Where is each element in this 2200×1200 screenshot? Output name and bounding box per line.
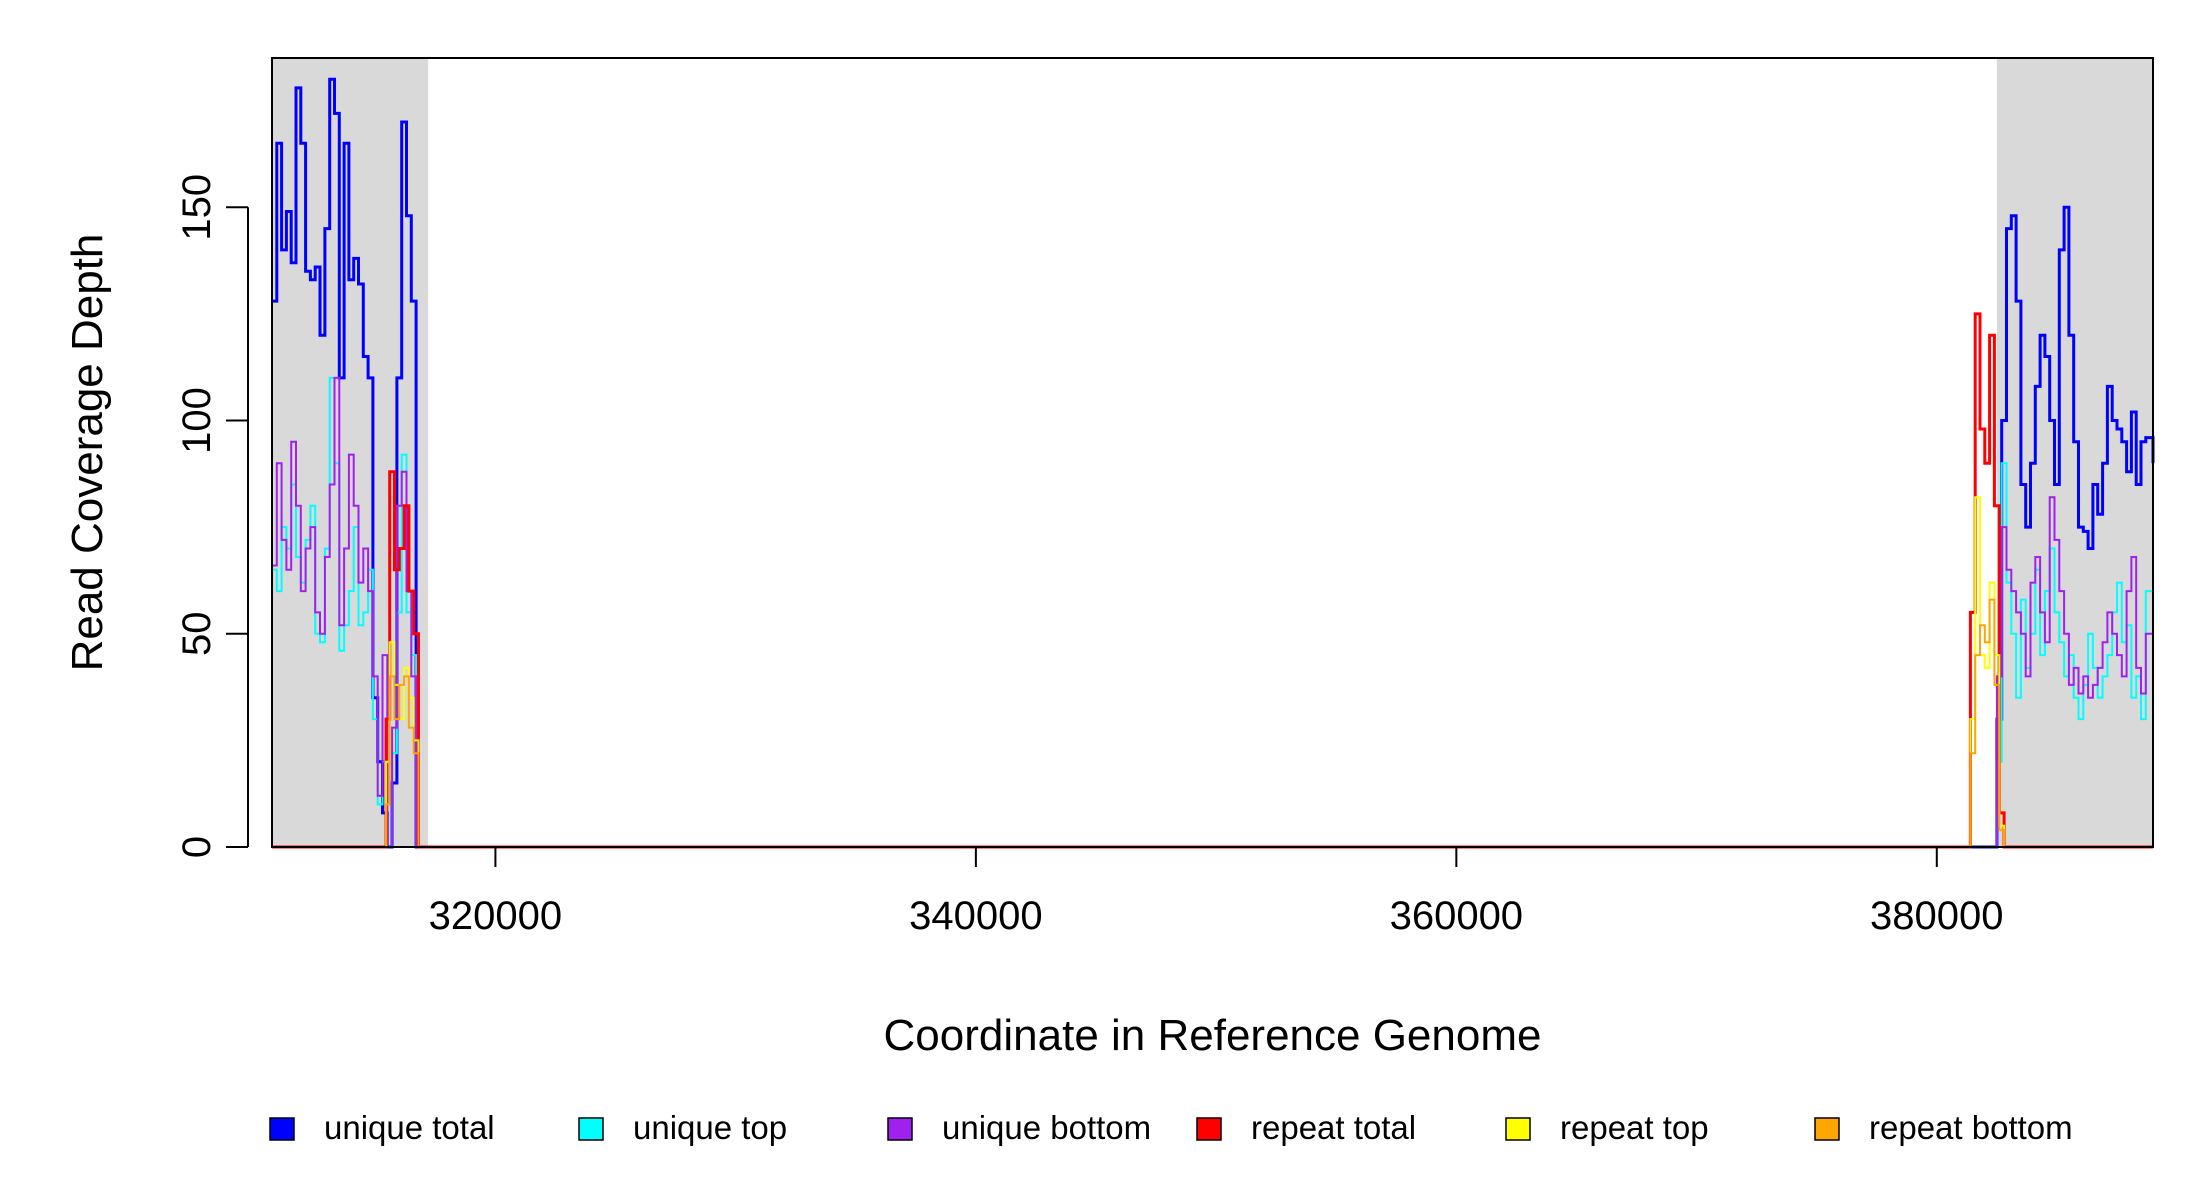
- y-tick-label: 150: [175, 174, 219, 241]
- legend-label-unique-total: unique total: [324, 1109, 495, 1146]
- y-axis-title: Read Coverage Depth: [63, 234, 112, 672]
- legend-swatch-unique-top: [578, 1117, 604, 1141]
- legend-swatch-unique-total: [269, 1117, 295, 1141]
- x-axis-title: Coordinate in Reference Genome: [884, 1011, 1542, 1060]
- legend-swatch-repeat-bottom: [1814, 1117, 1840, 1141]
- y-tick-label: 0: [175, 836, 219, 858]
- legend-swatch-repeat-total: [1196, 1117, 1222, 1141]
- y-axis: 0 50 100 150: [175, 174, 249, 858]
- x-axis: 320000 340000 360000 380000: [429, 847, 2004, 938]
- highlighted-regions: [272, 58, 2153, 847]
- y-tick-label: 100: [175, 387, 219, 454]
- legend-label-unique-top: unique top: [633, 1109, 787, 1146]
- plot-frame: [271, 57, 2154, 848]
- x-tick-label: 320000: [429, 894, 562, 938]
- series-unique-top: [272, 376, 2154, 848]
- legend-label-unique-bottom: unique bottom: [942, 1109, 1151, 1146]
- x-tick-label: 380000: [1870, 894, 2003, 938]
- x-tick-label: 340000: [909, 894, 1042, 938]
- coverage-series: [272, 77, 2155, 849]
- legend-label-repeat-top: repeat top: [1560, 1109, 1709, 1146]
- legend-swatch-repeat-top: [1505, 1117, 1531, 1141]
- legend-label-repeat-bottom: repeat bottom: [1869, 1109, 2073, 1146]
- y-tick-label: 50: [175, 612, 219, 657]
- legend: unique total unique top unique bottom repea…: [269, 1109, 2073, 1146]
- legend-label-repeat-total: repeat total: [1251, 1109, 1416, 1146]
- series-repeat-top: [272, 496, 2153, 848]
- series-repeat-total: [272, 312, 2153, 849]
- series-repeat-bottom: [272, 598, 2153, 848]
- legend-swatch-unique-bottom: [887, 1117, 913, 1141]
- series-unique-total: [272, 77, 2155, 849]
- x-tick-label: 360000: [1390, 894, 1523, 938]
- series-unique-bottom: [272, 376, 2154, 848]
